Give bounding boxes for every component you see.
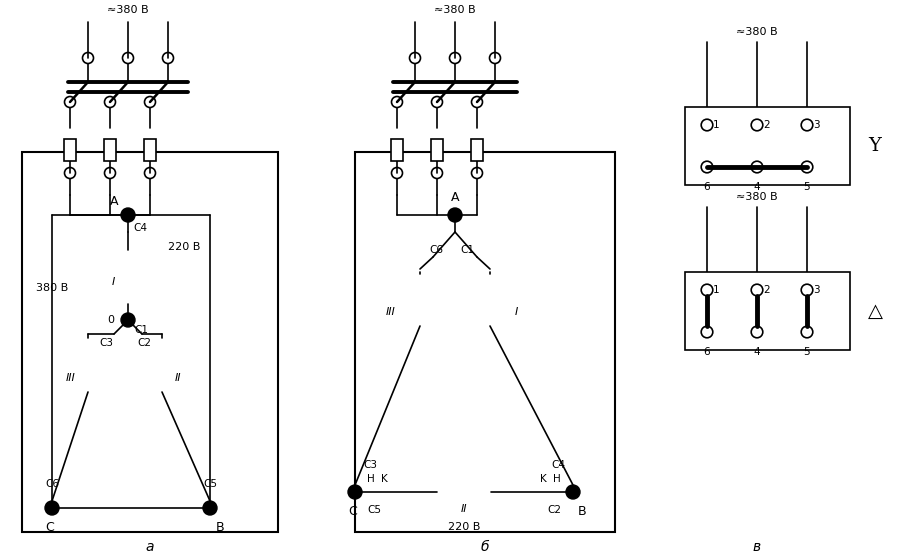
Circle shape [45, 501, 59, 515]
Text: K: K [381, 474, 388, 484]
Text: 1: 1 [713, 285, 720, 295]
Text: 380 В: 380 В [36, 283, 68, 293]
Circle shape [448, 208, 462, 222]
Text: K: K [540, 474, 547, 484]
Text: C3: C3 [363, 460, 377, 470]
Text: A: A [110, 195, 118, 208]
Text: C6: C6 [429, 245, 443, 255]
Bar [355, 152, 615, 532]
Bar [391, 139, 403, 161]
Text: C1: C1 [460, 245, 474, 255]
Text: C6: C6 [45, 479, 59, 489]
Text: 3: 3 [813, 285, 820, 295]
Text: 3: 3 [813, 120, 820, 130]
Text: ≈380 В: ≈380 В [107, 5, 148, 15]
Circle shape [348, 485, 362, 499]
Text: C5: C5 [367, 505, 381, 515]
Circle shape [121, 208, 135, 222]
Text: H: H [367, 474, 374, 484]
Bar [431, 139, 443, 161]
Text: I: I [515, 307, 518, 317]
Circle shape [203, 501, 217, 515]
Text: A: A [451, 191, 459, 204]
Text: H: H [554, 474, 561, 484]
Text: 2: 2 [763, 120, 769, 130]
Text: 4: 4 [753, 347, 760, 357]
Text: C2: C2 [547, 505, 561, 515]
Text: 220 В: 220 В [168, 242, 201, 252]
Bar [22, 152, 278, 532]
Text: C5: C5 [203, 479, 217, 489]
Text: I: I [112, 277, 115, 287]
Bar [471, 139, 483, 161]
Text: II: II [461, 504, 467, 514]
Text: C4: C4 [133, 223, 147, 233]
Text: ≈380 В: ≈380 В [736, 192, 778, 202]
Text: в: в [753, 540, 761, 554]
Text: 0: 0 [107, 315, 114, 325]
Text: 4: 4 [753, 182, 760, 192]
Text: C: C [348, 505, 357, 518]
Text: 6: 6 [704, 182, 710, 192]
Text: C4: C4 [551, 460, 565, 470]
Text: III: III [66, 373, 75, 383]
Bar [685, 272, 850, 350]
Circle shape [566, 485, 580, 499]
Text: B: B [578, 505, 587, 518]
Text: △: △ [868, 301, 883, 320]
Text: C3: C3 [99, 338, 113, 348]
Text: B: B [216, 521, 225, 534]
Text: 5: 5 [804, 182, 810, 192]
Text: 2: 2 [763, 285, 769, 295]
Text: 220 В: 220 В [448, 522, 481, 532]
Text: 1: 1 [713, 120, 720, 130]
Text: C: C [46, 521, 54, 534]
Bar [64, 139, 76, 161]
Text: III: III [385, 307, 395, 317]
Bar [104, 139, 116, 161]
Text: ≈380 В: ≈380 В [736, 27, 778, 37]
Text: C1: C1 [134, 325, 148, 335]
Text: C2: C2 [137, 338, 151, 348]
Bar [685, 107, 850, 185]
Circle shape [121, 313, 135, 327]
Text: ≈380 В: ≈380 В [434, 5, 476, 15]
Text: II: II [175, 373, 182, 383]
Text: а: а [146, 540, 154, 554]
Text: б: б [481, 540, 490, 554]
Text: 6: 6 [704, 347, 710, 357]
Text: 5: 5 [804, 347, 810, 357]
Text: Y: Y [868, 137, 881, 155]
Bar [144, 139, 156, 161]
